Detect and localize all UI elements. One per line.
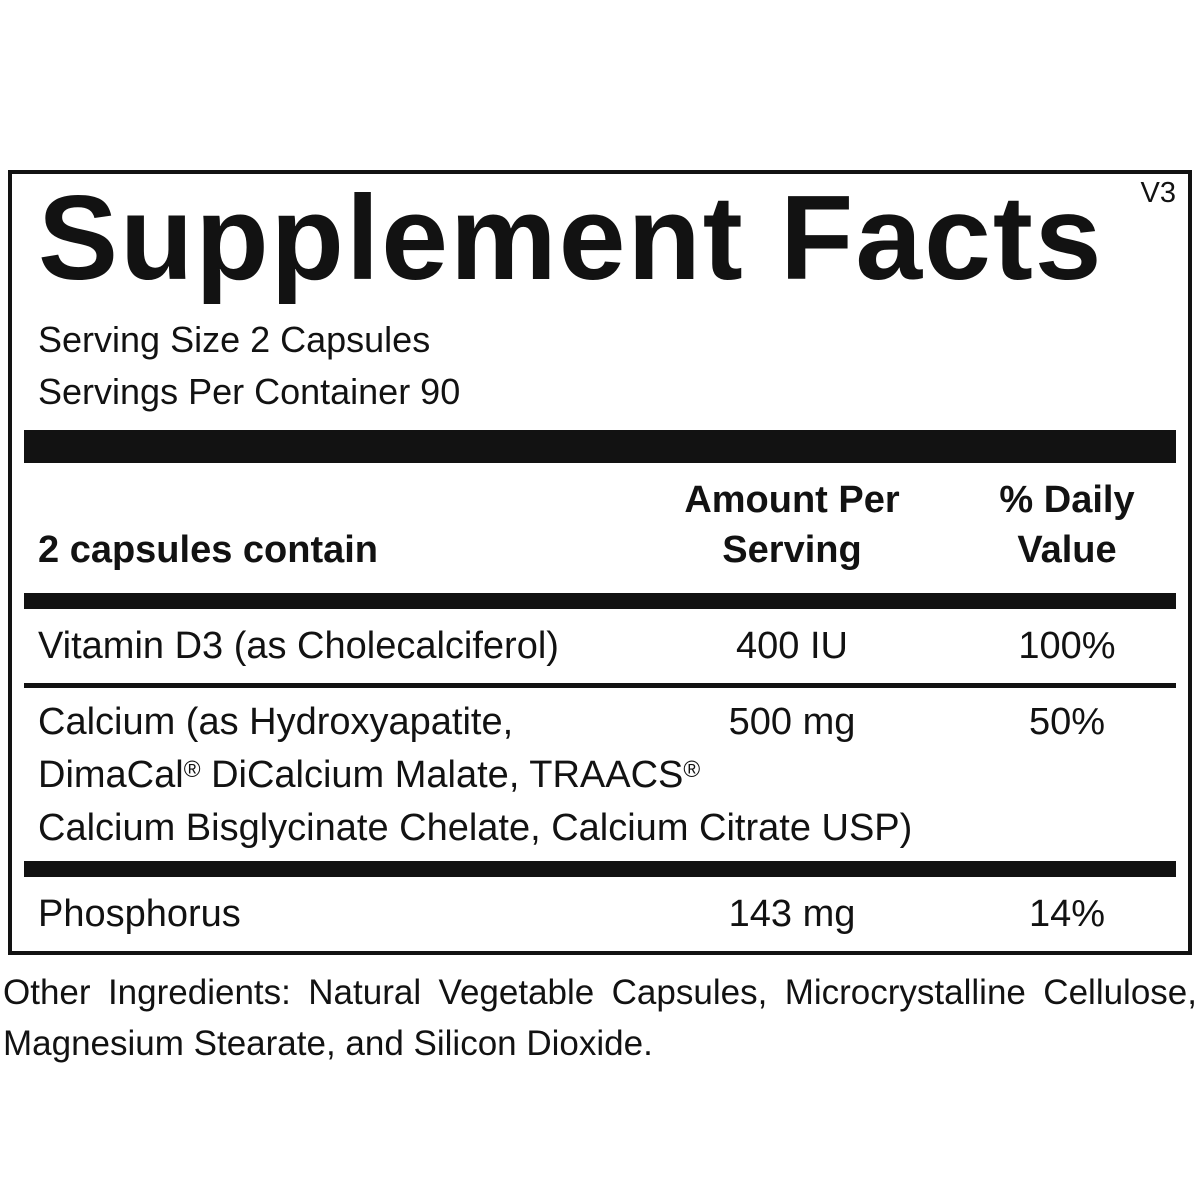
nutrient-row-phosphorus: Phosphorus 143 mg 14% — [24, 877, 1176, 951]
nutrient-name: Phosphorus — [38, 893, 241, 935]
col-header-daily-value: % Daily Value — [972, 475, 1162, 575]
nutrient-name: Calcium (as Hydroxyapatite, DimaCal® DiC… — [38, 696, 1162, 855]
separator-hairline — [24, 683, 1176, 688]
nutrient-amount: 500 mg — [728, 701, 856, 743]
nutrient-daily-value: 14% — [1028, 893, 1106, 935]
other-ingredients: Other Ingredients: Natural Vegetable Cap… — [3, 973, 1197, 1063]
nutrient-amount: 400 IU — [736, 625, 848, 667]
col-header-amount-per-serving: Amount Per Serving — [612, 475, 972, 575]
nutrient-name-line: Calcium (as Hydroxyapatite, — [38, 701, 514, 743]
separator-bar-medium — [24, 593, 1176, 609]
col-header-contains: 2 capsules contain — [38, 529, 379, 571]
nutrient-daily-value: 50% — [1028, 701, 1106, 743]
col-header-amount-line2: Serving — [722, 529, 862, 571]
nutrient-row-calcium: Calcium (as Hydroxyapatite, DimaCal® DiC… — [24, 688, 1176, 861]
col-header-amount-line1: Amount Per — [684, 479, 900, 521]
nutrient-name: Vitamin D3 (as Cholecalciferol) — [38, 625, 559, 667]
nutrient-daily-value: 100% — [1018, 625, 1116, 667]
version-tag: V3 — [1140, 177, 1176, 209]
col-header-dv-line1: % Daily — [999, 479, 1135, 521]
nutrient-row-vitamin-d3: Vitamin D3 (as Cholecalciferol) 400 IU 1… — [24, 609, 1176, 683]
separator-bar-medium — [24, 861, 1176, 877]
serving-info: Serving Size 2 Capsules Servings Per Con… — [38, 314, 1162, 418]
nutrient-name-line: Calcium Bisglycinate Chelate, Calcium Ci… — [38, 807, 913, 849]
nutrient-name-line: DimaCal® DiCalcium Malate, TRAACS® — [38, 754, 701, 796]
column-header-row: 2 capsules contain Amount Per Serving % … — [24, 463, 1176, 593]
servings-per-container: Servings Per Container 90 — [38, 371, 461, 412]
serving-size: Serving Size 2 Capsules — [38, 319, 431, 360]
panel-title: Supplement Facts — [38, 171, 1104, 305]
supplement-facts-panel: V3 Supplement Facts Serving Size 2 Capsu… — [8, 170, 1192, 955]
separator-bar-thick — [24, 430, 1176, 463]
nutrient-amount: 143 mg — [728, 893, 856, 935]
col-header-dv-line2: Value — [1017, 529, 1117, 571]
